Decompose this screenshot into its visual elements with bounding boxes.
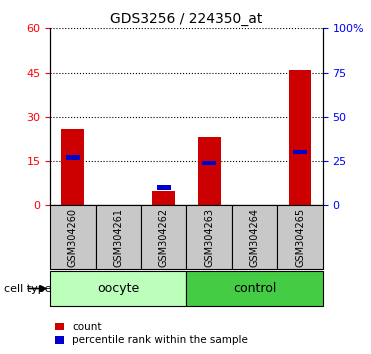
Bar xyxy=(152,190,175,205)
Bar xyxy=(289,70,311,205)
Bar xyxy=(62,129,84,205)
Text: oocyte: oocyte xyxy=(97,282,139,295)
Bar xyxy=(293,150,307,154)
Bar xyxy=(187,205,232,269)
Text: GSM304264: GSM304264 xyxy=(250,208,260,267)
Text: GSM304260: GSM304260 xyxy=(68,208,78,267)
Legend: count, percentile rank within the sample: count, percentile rank within the sample xyxy=(55,322,248,345)
Text: GSM304262: GSM304262 xyxy=(159,207,169,267)
Bar xyxy=(202,161,216,165)
Bar xyxy=(141,205,186,269)
Bar xyxy=(187,271,323,306)
Bar xyxy=(96,205,141,269)
Bar xyxy=(278,205,323,269)
Bar xyxy=(157,185,171,190)
Bar xyxy=(232,205,278,269)
Bar xyxy=(50,205,96,269)
Text: control: control xyxy=(233,282,276,295)
Text: cell type: cell type xyxy=(4,284,51,293)
Bar xyxy=(66,155,80,160)
Bar xyxy=(198,137,220,205)
Title: GDS3256 / 224350_at: GDS3256 / 224350_at xyxy=(110,12,263,26)
Text: GSM304265: GSM304265 xyxy=(295,207,305,267)
Text: GSM304261: GSM304261 xyxy=(113,208,123,267)
Bar xyxy=(50,271,187,306)
Text: GSM304263: GSM304263 xyxy=(204,208,214,267)
